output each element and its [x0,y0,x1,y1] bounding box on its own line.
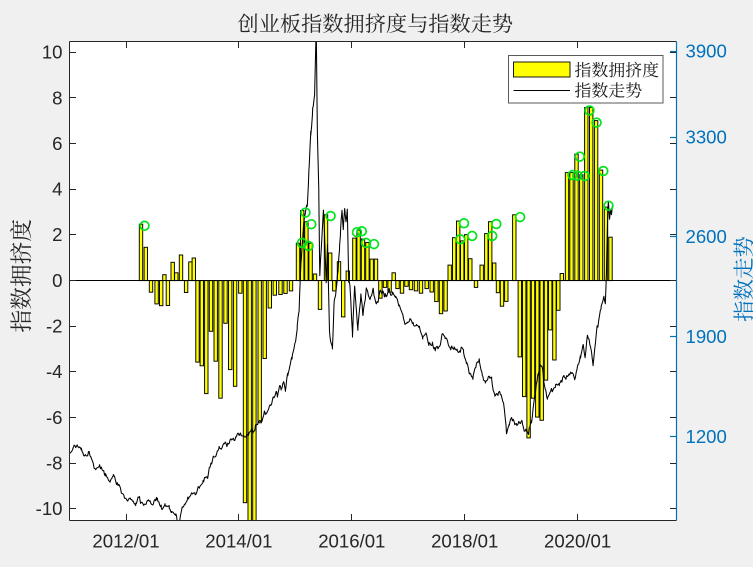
svg-text:2020/01: 2020/01 [544,531,611,552]
svg-text:2012/01: 2012/01 [92,531,159,552]
svg-text:2600: 2600 [686,226,727,247]
svg-text:2014/01: 2014/01 [205,531,272,552]
svg-text:-4: -4 [46,361,63,382]
svg-text:8: 8 [52,87,62,108]
svg-text:4: 4 [52,179,62,200]
svg-text:1900: 1900 [686,326,727,347]
svg-text:10: 10 [42,42,63,63]
svg-text:-8: -8 [46,453,63,474]
svg-text:1200: 1200 [686,426,727,447]
svg-text:-6: -6 [46,407,63,428]
svg-text:2016/01: 2016/01 [318,531,385,552]
svg-text:6: 6 [52,133,62,154]
svg-text:-10: -10 [36,498,63,519]
svg-text:3900: 3900 [686,41,727,62]
svg-text:0: 0 [52,270,62,291]
svg-text:2018/01: 2018/01 [431,531,498,552]
svg-text:-2: -2 [46,316,63,337]
svg-text:2: 2 [52,224,62,245]
svg-text:3300: 3300 [686,126,727,147]
